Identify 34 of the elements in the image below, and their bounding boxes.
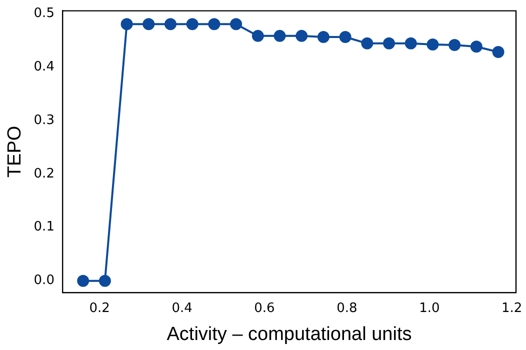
y-tick-label: 0.0: [34, 273, 54, 288]
point: [448, 39, 461, 52]
point: [230, 18, 242, 30]
point: [404, 37, 417, 50]
y-tick-label: 0.4: [34, 59, 54, 74]
point: [120, 18, 133, 30]
x-axis-title: Activity – computational units: [166, 324, 412, 345]
point: [470, 40, 482, 53]
x-tick-label: 1.0: [419, 300, 440, 316]
point: [274, 30, 286, 42]
point: [339, 31, 352, 43]
point: [383, 37, 396, 50]
point: [98, 274, 111, 287]
point: [142, 18, 155, 30]
x-tick-label: 0.8: [336, 300, 358, 316]
x-tick-label: 1.2: [502, 300, 522, 316]
point: [186, 18, 198, 30]
y-tick-label: 0.2: [34, 166, 54, 182]
point: [77, 274, 90, 287]
point: [296, 30, 308, 42]
x-tick-label: 0.6: [254, 300, 275, 316]
y-tick-label: 0.5: [34, 6, 54, 21]
x-tick-label: 0.4: [172, 300, 192, 316]
y-tick-label: 0.3: [34, 112, 54, 128]
point: [361, 37, 374, 50]
point: [208, 18, 220, 30]
point: [252, 30, 264, 42]
point: [426, 38, 439, 50]
y-axis-title: TEPO: [4, 126, 26, 178]
point: [492, 46, 504, 58]
point: [164, 18, 176, 30]
point: [317, 31, 330, 43]
x-tick-label: 0.2: [89, 300, 110, 316]
y-tick-label: 0.1: [34, 220, 54, 235]
